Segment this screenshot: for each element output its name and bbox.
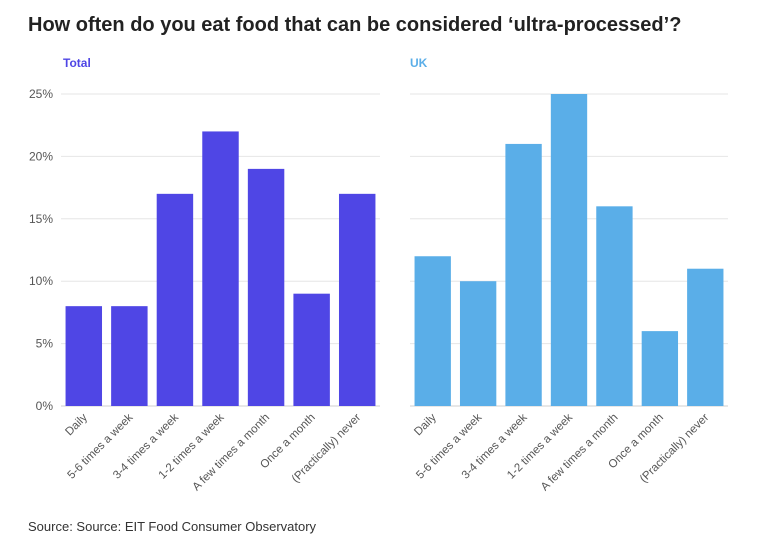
x-tick-label: A few times a month bbox=[190, 412, 272, 494]
bar-1-1 bbox=[459, 281, 497, 406]
x-tick-label: Daily bbox=[63, 411, 90, 438]
bar-0-3 bbox=[202, 131, 239, 406]
y-tick-label: 20% bbox=[29, 149, 53, 163]
bar-0-2 bbox=[156, 193, 194, 406]
y-tick-label: 10% bbox=[29, 274, 53, 288]
bar-0-1 bbox=[111, 306, 148, 406]
x-tick-label: Daily bbox=[412, 411, 439, 438]
bar-1-4 bbox=[596, 206, 633, 406]
bar-1-2 bbox=[505, 143, 542, 407]
bar-1-3 bbox=[550, 94, 588, 406]
y-tick-label: 25% bbox=[29, 87, 53, 101]
bar-0-0 bbox=[65, 306, 103, 406]
y-tick-label: 0% bbox=[36, 399, 54, 413]
bar-1-0 bbox=[414, 256, 451, 406]
panel-label-0: Total bbox=[63, 56, 91, 70]
y-tick-label: 15% bbox=[29, 212, 53, 226]
x-tick-label: A few times a month bbox=[539, 412, 621, 494]
panel-label-1: UK bbox=[410, 56, 428, 70]
bar-0-5 bbox=[293, 293, 330, 406]
source-note: Source: Source: EIT Food Consumer Observ… bbox=[28, 519, 317, 534]
bar-0-6 bbox=[338, 193, 376, 406]
bar-1-6 bbox=[687, 268, 724, 406]
chart-title: How often do you eat food that can be co… bbox=[28, 14, 682, 36]
bar-1-5 bbox=[641, 331, 679, 406]
y-tick-label: 5% bbox=[36, 337, 54, 351]
bar-0-4 bbox=[247, 168, 285, 406]
